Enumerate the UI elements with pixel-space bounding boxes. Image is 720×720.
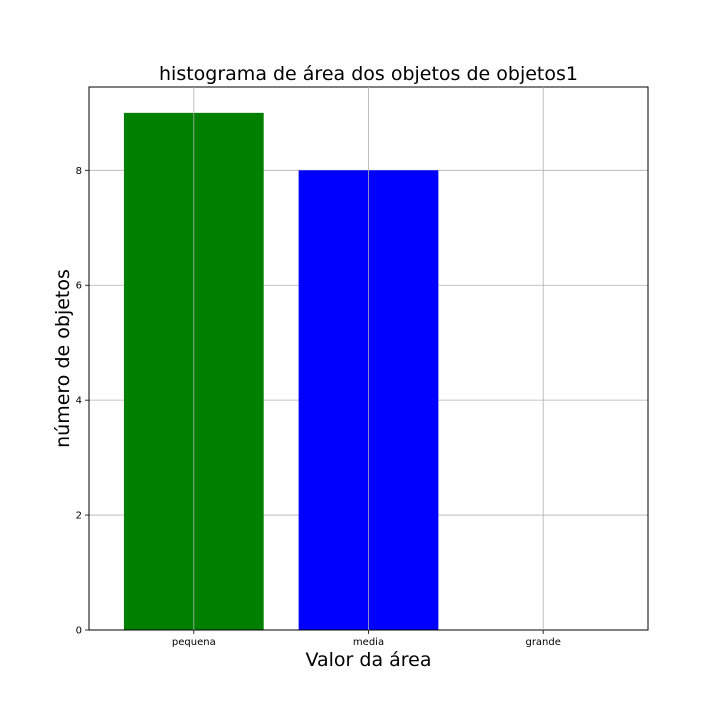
y-tick-label: 8 xyxy=(76,166,82,177)
y-tick-label: 0 xyxy=(76,626,82,637)
y-tick-label: 2 xyxy=(76,511,82,522)
ticks: 0 2 4 6 8 pequena media grande xyxy=(76,87,561,648)
x-tick-label: media xyxy=(353,637,384,648)
y-tick-label: 6 xyxy=(76,281,82,292)
y-axis-label: número de objetos xyxy=(52,269,74,448)
x-tick-label: grande xyxy=(525,637,560,648)
x-axis-label: Valor da área xyxy=(305,649,431,671)
x-tick-label: pequena xyxy=(172,637,216,648)
chart-title: histograma de área dos objetos de objeto… xyxy=(159,63,578,85)
y-tick-label: 4 xyxy=(76,396,82,407)
